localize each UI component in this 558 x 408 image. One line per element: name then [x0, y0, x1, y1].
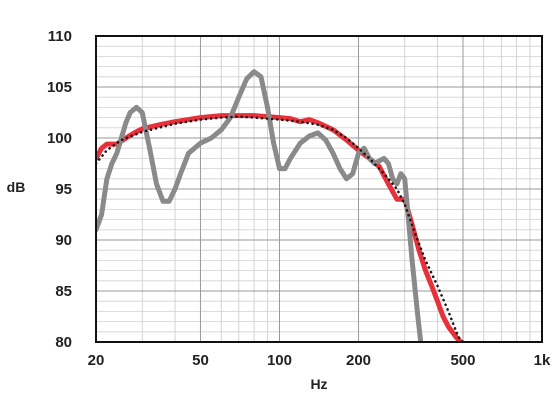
- y-tick-label: 100: [47, 130, 72, 147]
- y-tick-label: 110: [48, 28, 72, 45]
- y-tick-label: 80: [55, 334, 72, 351]
- x-tick-labels: 20 50 100 200 500 1k: [88, 352, 551, 369]
- x-tick-label: 500: [450, 352, 475, 369]
- y-tick-labels: 110 105 100 95 90 85 80: [47, 28, 72, 351]
- series-line-3: [96, 69, 424, 342]
- x-tick-label: 100: [267, 352, 292, 369]
- grid-major: [96, 36, 542, 342]
- y-tick-label: 85: [55, 283, 72, 300]
- x-tick-label: 50: [192, 352, 209, 369]
- y-tick-label: 95: [55, 181, 72, 198]
- series-line-2: [96, 115, 465, 342]
- series-line-1: [96, 113, 464, 342]
- plot-frame: [95, 35, 543, 343]
- y-axis-label: dB: [7, 179, 26, 195]
- x-tick-label: 20: [88, 352, 105, 369]
- y-tick-label: 90: [55, 232, 72, 249]
- y-tick-label: 105: [47, 79, 72, 96]
- x-tick-label: 200: [346, 352, 371, 369]
- x-tick-label: 1k: [534, 352, 551, 369]
- x-axis-label: Hz: [310, 376, 327, 392]
- series-layer: [96, 69, 465, 342]
